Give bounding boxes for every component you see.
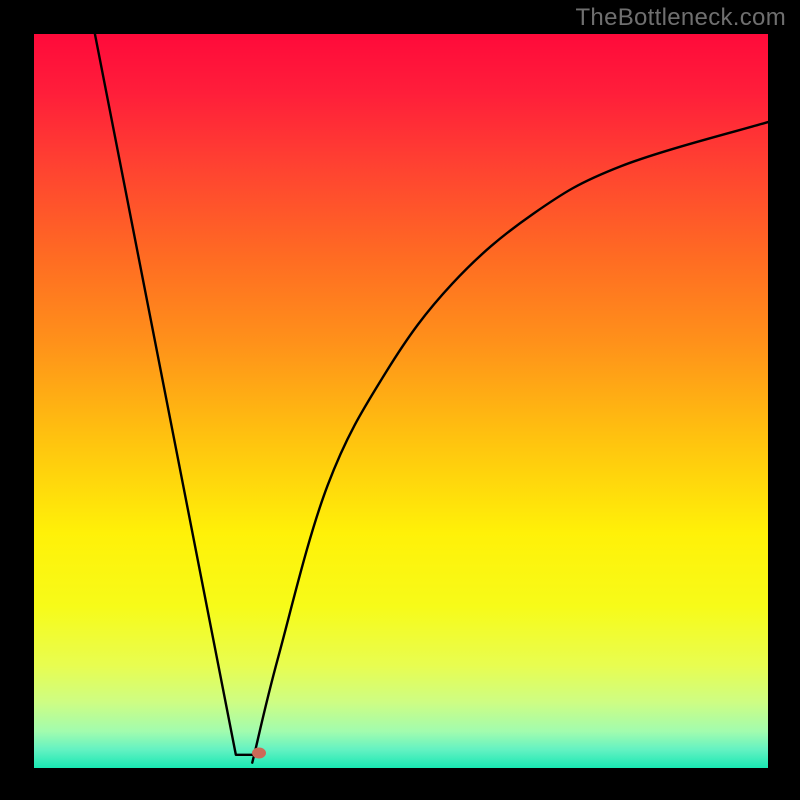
plot-area	[34, 34, 768, 768]
chart-frame: TheBottleneck.com	[0, 0, 800, 800]
watermark-text: TheBottleneck.com	[575, 4, 786, 32]
curve-overlay	[34, 34, 768, 768]
optimum-marker	[252, 748, 266, 759]
bottleneck-curve	[95, 34, 768, 763]
